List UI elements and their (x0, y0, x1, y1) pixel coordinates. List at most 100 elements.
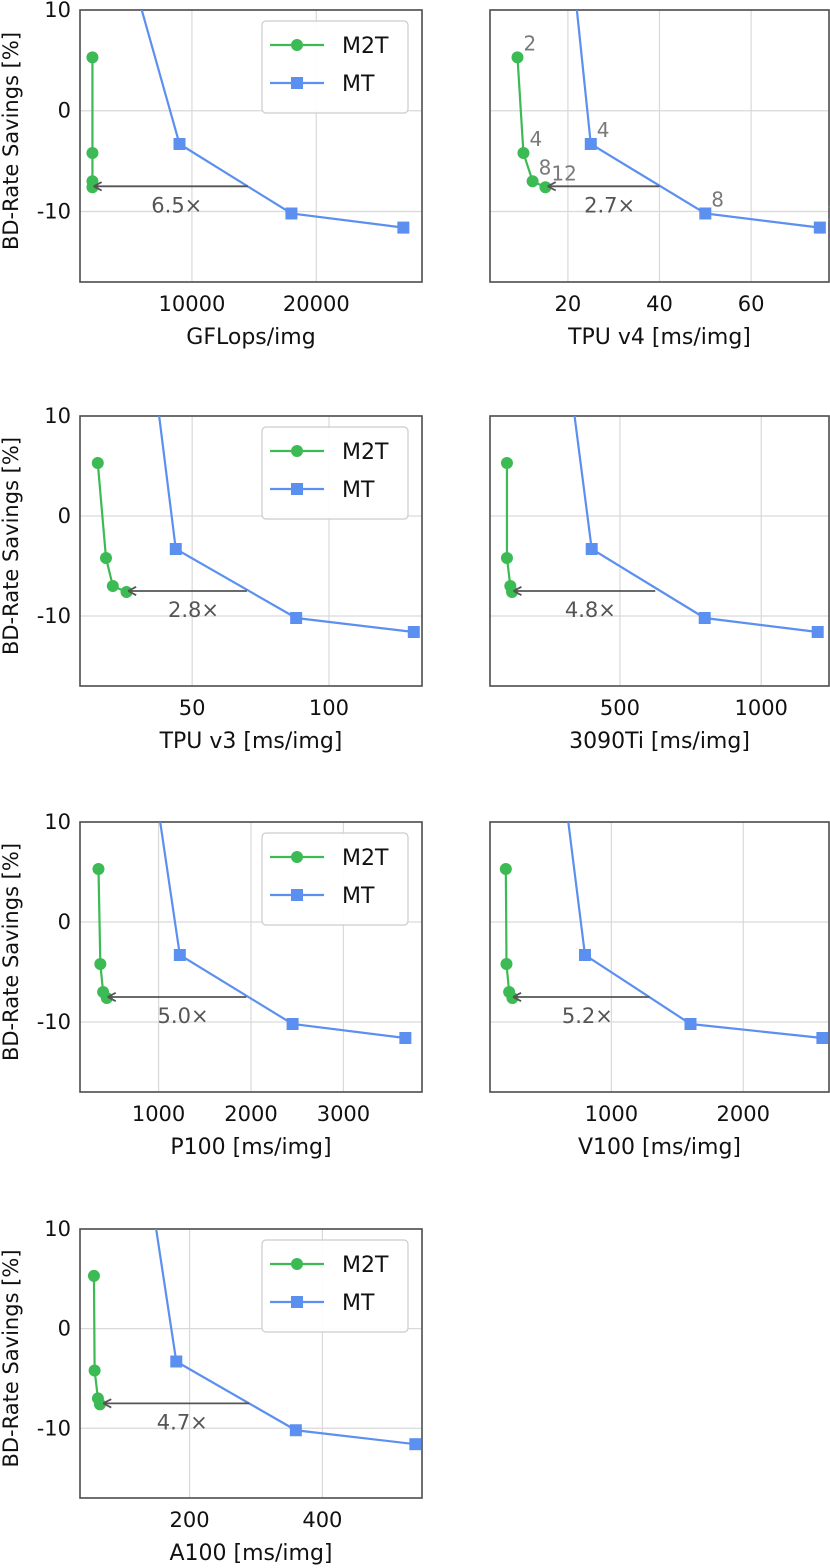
point-label: 8 (539, 155, 552, 179)
plot-area (500, 416, 824, 638)
data-point-m2t (500, 552, 513, 564)
x-tick-label: 2000 (717, 1102, 770, 1126)
data-point-m2t (517, 147, 530, 160)
chart-panel-4: 500 1000 4.8× 3090Ti [ms/img] (489, 415, 830, 754)
series-line-m2t (516, 57, 546, 189)
chart-panel-7: 200 400 10 0 -10 4.7× A100 [ms/img] BD-Rate Sav… (0, 1217, 423, 1566)
data-point-m2t (93, 1398, 106, 1411)
legend: M2T MT (261, 832, 409, 926)
data-point-m2t (120, 586, 133, 598)
speedup-label: 5.2× (562, 1004, 613, 1028)
point-label: 4 (597, 118, 610, 142)
x-tick-label: 50 (179, 696, 206, 720)
axes-frame (79, 415, 423, 687)
data-point-mt (584, 137, 597, 150)
data-point-m2t (506, 586, 519, 598)
chart-panel-2: 2040602481248122.7×TPU v4 [ms/img] (489, 9, 830, 350)
data-point-m2t (106, 580, 119, 592)
axes-frame (489, 415, 830, 687)
y-tick-label: -10 (37, 199, 71, 223)
data-point-mt (816, 1032, 829, 1044)
y-axis-label: BD-Rate Savings [%] (0, 843, 23, 1061)
data-point-m2t (99, 552, 112, 564)
data-point-mt (170, 1355, 183, 1368)
series-line-m2t (92, 1275, 101, 1405)
y-tick-label: 0 (58, 504, 71, 528)
legend-label-mt: MT (342, 884, 375, 909)
axes-frame (79, 9, 423, 283)
data-point-m2t (87, 1269, 100, 1282)
legend-label-m2t: M2T (342, 34, 389, 59)
axes-frame (79, 1228, 423, 1499)
data-point-m2t (86, 147, 99, 160)
point-label: 2 (523, 31, 536, 55)
x-tick-label: 1000 (585, 1102, 638, 1126)
legend-marker-m2t (291, 445, 303, 457)
data-point-m2t (500, 457, 513, 469)
y-tick-label: 10 (44, 404, 71, 428)
data-point-mt (813, 221, 826, 234)
y-axis-label: BD-Rate Savings [%] (0, 1249, 23, 1467)
y-axis-label: BD-Rate Savings [%] (0, 32, 23, 250)
series-line-mt (158, 416, 414, 634)
data-point-mt (169, 543, 182, 555)
x-tick-label: 200 (170, 1508, 210, 1532)
plot-area (499, 822, 829, 1044)
data-point-mt (173, 137, 186, 150)
legend-marker-m2t (291, 39, 303, 51)
y-tick-label: 0 (58, 910, 71, 934)
data-point-mt (811, 626, 824, 638)
x-tick-label: 1000 (734, 696, 787, 720)
data-point-mt (285, 207, 298, 220)
data-point-m2t (100, 992, 113, 1004)
speedup-label: 2.7× (584, 193, 635, 217)
point-label: 12 (551, 161, 576, 185)
x-tick-label: 100 (309, 696, 349, 720)
series-line-mt (573, 416, 818, 634)
x-tick-label: 500 (600, 696, 640, 720)
data-point-mt (698, 612, 711, 624)
point-label: 8 (711, 187, 724, 211)
x-tick-label: 40 (646, 292, 673, 316)
data-point-m2t (539, 181, 552, 194)
x-tick-label: 10000 (159, 292, 226, 316)
series-line-mt (155, 1229, 416, 1446)
legend: M2T MT (261, 426, 409, 520)
legend-marker-mt (291, 1296, 303, 1308)
series-line-mt (575, 10, 820, 229)
legend: M2T MT (261, 1239, 409, 1333)
legend: M2T MT (261, 20, 409, 114)
legend-label-m2t: M2T (342, 440, 389, 465)
data-point-m2t (92, 863, 105, 875)
legend-label-mt: MT (342, 478, 375, 503)
x-axis-label: V100 [ms/img] (578, 1135, 741, 1160)
data-point-mt (684, 1018, 697, 1030)
x-axis-label: TPU v4 [ms/img] (567, 325, 751, 350)
y-tick-label: -10 (37, 1010, 71, 1034)
series-line-m2t (505, 463, 514, 593)
data-point-mt (699, 207, 712, 220)
legend-marker-mt (291, 77, 303, 89)
axes-frame (489, 821, 830, 1093)
y-tick-label: 0 (58, 1317, 71, 1341)
data-point-m2t (500, 958, 513, 970)
x-tick-label: 60 (738, 292, 765, 316)
x-tick-label: 1000 (132, 1102, 185, 1126)
series-line-mt (140, 10, 404, 229)
speedup-label: 2.8× (168, 598, 219, 622)
axes-frame (489, 9, 830, 283)
data-point-mt (409, 1438, 422, 1451)
data-point-mt (407, 626, 420, 638)
data-point-mt (290, 612, 303, 624)
legend-marker-m2t (291, 1258, 303, 1270)
y-tick-label: 10 (44, 1217, 71, 1241)
data-point-mt (173, 949, 186, 961)
x-tick-label: 3000 (317, 1102, 370, 1126)
legend-marker-m2t (291, 851, 303, 863)
data-point-mt (289, 1424, 302, 1437)
y-tick-label: -10 (37, 1416, 71, 1440)
x-tick-label: 2000 (224, 1102, 277, 1126)
x-tick-label: 400 (302, 1508, 342, 1532)
